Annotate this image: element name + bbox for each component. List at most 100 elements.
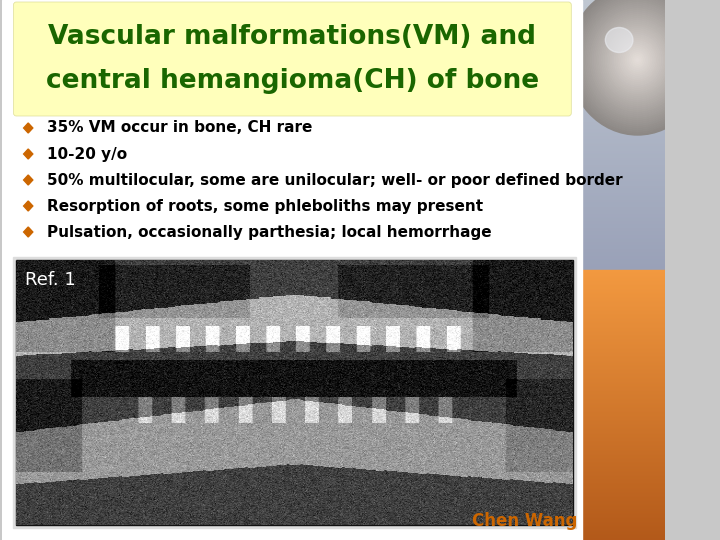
Bar bbox=[582, 56, 665, 57]
Bar bbox=[582, 450, 665, 451]
Bar bbox=[582, 160, 665, 161]
Bar bbox=[582, 25, 665, 26]
Ellipse shape bbox=[583, 1, 692, 119]
Ellipse shape bbox=[606, 28, 633, 52]
Bar bbox=[582, 323, 665, 324]
Bar bbox=[582, 327, 665, 328]
Text: Pulsation, occasionally parthesia; local hemorrhage: Pulsation, occasionally parthesia; local… bbox=[47, 225, 491, 240]
Bar bbox=[582, 505, 665, 506]
Bar bbox=[582, 196, 665, 197]
Bar bbox=[582, 488, 665, 489]
Bar bbox=[582, 522, 665, 523]
Bar bbox=[582, 136, 665, 137]
Bar bbox=[582, 278, 665, 279]
Bar bbox=[582, 97, 665, 98]
Bar bbox=[582, 436, 665, 437]
Bar bbox=[582, 316, 665, 317]
Bar bbox=[582, 354, 665, 355]
Bar bbox=[582, 130, 665, 131]
Ellipse shape bbox=[618, 39, 657, 81]
Ellipse shape bbox=[569, 0, 706, 135]
Bar bbox=[17, 260, 573, 525]
Bar bbox=[582, 79, 665, 80]
Bar bbox=[582, 499, 665, 500]
Bar bbox=[582, 153, 665, 154]
Bar bbox=[582, 32, 665, 33]
Bar bbox=[582, 219, 665, 220]
Bar bbox=[582, 193, 665, 194]
Bar bbox=[582, 253, 665, 254]
Bar bbox=[582, 221, 665, 222]
Bar bbox=[582, 298, 665, 299]
Bar bbox=[582, 277, 665, 278]
Bar bbox=[582, 424, 665, 425]
Bar bbox=[582, 78, 665, 79]
Bar bbox=[582, 72, 665, 73]
Bar bbox=[582, 48, 665, 49]
Bar bbox=[582, 511, 665, 512]
Bar bbox=[582, 267, 665, 268]
Ellipse shape bbox=[607, 27, 668, 93]
Bar bbox=[582, 471, 665, 472]
Bar bbox=[582, 403, 665, 404]
Ellipse shape bbox=[593, 11, 683, 109]
Bar bbox=[582, 533, 665, 534]
Bar bbox=[582, 188, 665, 189]
Bar bbox=[582, 98, 665, 99]
Bar bbox=[582, 161, 665, 162]
Bar bbox=[582, 227, 665, 228]
Bar bbox=[582, 159, 665, 160]
Bar bbox=[582, 362, 665, 363]
Bar bbox=[582, 251, 665, 252]
Bar bbox=[582, 44, 665, 45]
Bar bbox=[582, 342, 665, 343]
Bar bbox=[582, 352, 665, 353]
Bar bbox=[582, 181, 665, 182]
Bar bbox=[582, 208, 665, 209]
Bar bbox=[582, 346, 665, 347]
Ellipse shape bbox=[627, 49, 648, 71]
FancyBboxPatch shape bbox=[14, 2, 571, 116]
Bar bbox=[582, 93, 665, 94]
Bar bbox=[582, 353, 665, 354]
Bar bbox=[582, 234, 665, 235]
Bar bbox=[582, 238, 665, 239]
Bar bbox=[582, 485, 665, 486]
Bar bbox=[582, 13, 665, 14]
Bar bbox=[582, 257, 665, 258]
Bar bbox=[582, 363, 665, 364]
Bar bbox=[582, 102, 665, 103]
Bar bbox=[582, 536, 665, 537]
Bar bbox=[582, 35, 665, 36]
Bar bbox=[582, 317, 665, 318]
Bar bbox=[582, 8, 665, 9]
Bar bbox=[582, 163, 665, 164]
Bar bbox=[582, 268, 665, 269]
Bar bbox=[582, 349, 665, 350]
Bar bbox=[582, 9, 665, 10]
Bar bbox=[582, 176, 665, 177]
Bar bbox=[582, 315, 665, 316]
Bar bbox=[582, 402, 665, 403]
Bar bbox=[582, 23, 665, 24]
Bar bbox=[582, 513, 665, 514]
Bar bbox=[582, 211, 665, 212]
Bar bbox=[582, 29, 665, 30]
Bar bbox=[582, 120, 665, 121]
Bar bbox=[582, 60, 665, 61]
Bar bbox=[582, 263, 665, 264]
Bar bbox=[582, 248, 665, 249]
Bar bbox=[582, 410, 665, 411]
Bar bbox=[582, 309, 665, 310]
Bar bbox=[582, 502, 665, 503]
Bar bbox=[582, 128, 665, 129]
Ellipse shape bbox=[606, 25, 670, 95]
Bar bbox=[582, 192, 665, 193]
Bar bbox=[582, 54, 665, 55]
Bar bbox=[582, 108, 665, 109]
Ellipse shape bbox=[631, 53, 644, 67]
Text: 50% multilocular, some are unilocular; well- or poor defined border: 50% multilocular, some are unilocular; w… bbox=[47, 172, 622, 187]
Ellipse shape bbox=[624, 45, 652, 75]
Ellipse shape bbox=[582, 0, 693, 121]
Bar bbox=[582, 121, 665, 122]
